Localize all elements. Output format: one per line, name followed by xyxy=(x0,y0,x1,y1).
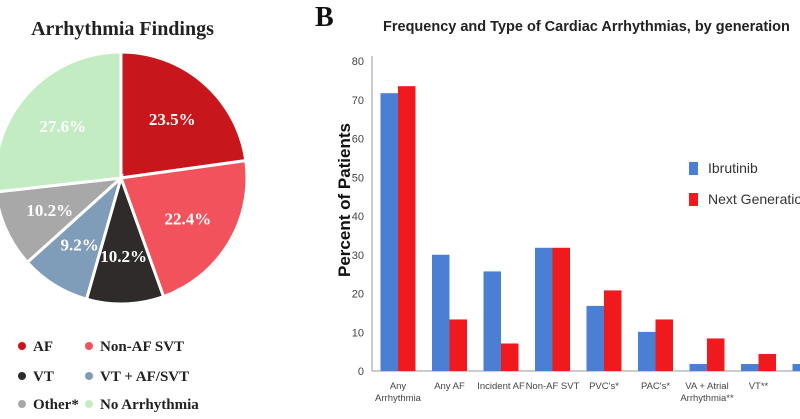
legend-item-vt-af-svt: VT + AF/SVT xyxy=(85,369,189,386)
bar-legend-item-ibrutinib: Ibrutinib xyxy=(689,160,758,176)
legend-dot-icon xyxy=(85,341,93,350)
x-tick-label: VT** xyxy=(749,381,769,392)
x-tick-label: Any Arrhythmia xyxy=(375,381,422,404)
bar-next-generation-pac-s xyxy=(655,319,673,371)
pie-slice-no-arrhythmia xyxy=(0,50,123,194)
bar-chart-title: Frequency and Type of Cardiac Arrhythmia… xyxy=(383,19,790,35)
pie-slice-af xyxy=(119,50,248,180)
pie-slice-label: 10.2% xyxy=(100,247,147,266)
legend-label: Other* xyxy=(33,397,79,413)
y-tick-label: 80 xyxy=(352,56,364,68)
bar-ibrutinib-pac-s xyxy=(638,331,656,371)
bar-ibrutinib-va-atrial-arrhythmia xyxy=(689,364,707,371)
legend-label: Non-AF SVT xyxy=(100,339,185,355)
pie-chart-panel: 23.5% 22.4% 10.2% 9.2% 10.2% 27.6% Arrhythmia… xyxy=(0,0,300,419)
legend-label: VT xyxy=(33,369,54,385)
legend-label: No Arrhythmia xyxy=(100,397,199,413)
x-tick-label: PAC's* xyxy=(641,381,670,392)
legend-item-non-af-svt: Non-AF SVT xyxy=(85,339,184,356)
legend-swatch-icon xyxy=(689,161,698,175)
pie-slice-vt xyxy=(84,173,166,306)
legend-item-other: Other* xyxy=(18,397,79,414)
bar-legend-item-next-generation: Next Generation xyxy=(689,191,800,207)
y-tick-label: 30 xyxy=(352,250,364,262)
legend-item-af: AF xyxy=(18,339,53,356)
bar-ibrutinib-any-af xyxy=(432,254,450,371)
panel-label: B xyxy=(315,2,334,33)
legend-label: AF xyxy=(33,339,53,355)
bar-next-generation-va-atrial-arrhythmia xyxy=(707,338,725,371)
y-axis-label: Percent of Patients xyxy=(335,123,354,277)
bar-next-generation-vt xyxy=(758,353,776,371)
y-tick-label: 40 xyxy=(352,211,364,223)
bar-ibrutinib-ch xyxy=(792,364,800,371)
legend-label: Ibrutinib xyxy=(708,160,758,176)
bar-next-generation-non-af-svt xyxy=(552,247,570,371)
pie-chart-title: Arrhythmia Findings xyxy=(31,18,214,40)
bar-next-generation-pvc-s xyxy=(604,290,622,371)
pie-slice-label: 23.5% xyxy=(149,110,196,129)
pie-chart: 23.5%22.4%10.2%9.2%10.2%27.6% xyxy=(0,50,249,306)
bar-ibrutinib-incident-af xyxy=(483,271,501,371)
y-tick-label: 20 xyxy=(352,289,364,301)
y-tick-label: 10 xyxy=(352,327,364,339)
pie-slice-label: 27.6% xyxy=(39,117,86,136)
bar-ibrutinib-pvc-s xyxy=(586,305,604,371)
pie-slice-label: 9.2% xyxy=(61,235,99,254)
bar-next-generation-incident-af xyxy=(501,343,519,371)
legend-dot-icon xyxy=(18,341,26,350)
legend-dot-icon xyxy=(85,399,93,408)
y-tick-label: 50 xyxy=(352,172,364,184)
bar-chart: 0 10 20 30 40 50 60 70 80 Any Arrhythmia Any AF Inci… xyxy=(352,56,800,404)
legend-label: VT + AF/SVT xyxy=(100,369,190,385)
pie-slice-other xyxy=(0,175,126,265)
x-tick-label: Any AF xyxy=(434,381,465,392)
y-tick-label: 60 xyxy=(352,134,364,146)
legend-dot-icon xyxy=(85,371,93,380)
pie-slice-label: 22.4% xyxy=(164,209,211,228)
legend-item-vt: VT xyxy=(18,369,54,386)
bar-next-generation-any-af xyxy=(449,319,467,371)
bar-ibrutinib-non-af-svt xyxy=(535,247,553,371)
x-tick-label: VA + Atrial Arrhythmia** xyxy=(680,381,734,404)
bar-ibrutinib-any-arrhythmia xyxy=(380,93,398,371)
bar-chart-panel: B Frequency and Type of Cardiac Arrhythm… xyxy=(300,0,800,419)
bar-next-generation-any-arrhythmia xyxy=(398,86,416,371)
legend-item-no-arrhythmia: No Arrhythmia xyxy=(85,397,199,414)
legend-swatch-icon xyxy=(689,192,698,206)
y-tick-label: 70 xyxy=(352,95,364,107)
legend-dot-icon xyxy=(18,399,26,408)
x-tick-label: PVC's* xyxy=(589,381,619,392)
x-tick-label: Incident AF xyxy=(477,381,525,392)
bar-ibrutinib-vt xyxy=(741,364,759,371)
x-tick-label: Non-AF SVT xyxy=(526,381,580,392)
pie-slice-label: 10.2% xyxy=(26,201,73,220)
y-tick-label: 0 xyxy=(358,366,364,378)
legend-dot-icon xyxy=(18,371,26,380)
legend-label: Next Generation xyxy=(708,191,800,207)
